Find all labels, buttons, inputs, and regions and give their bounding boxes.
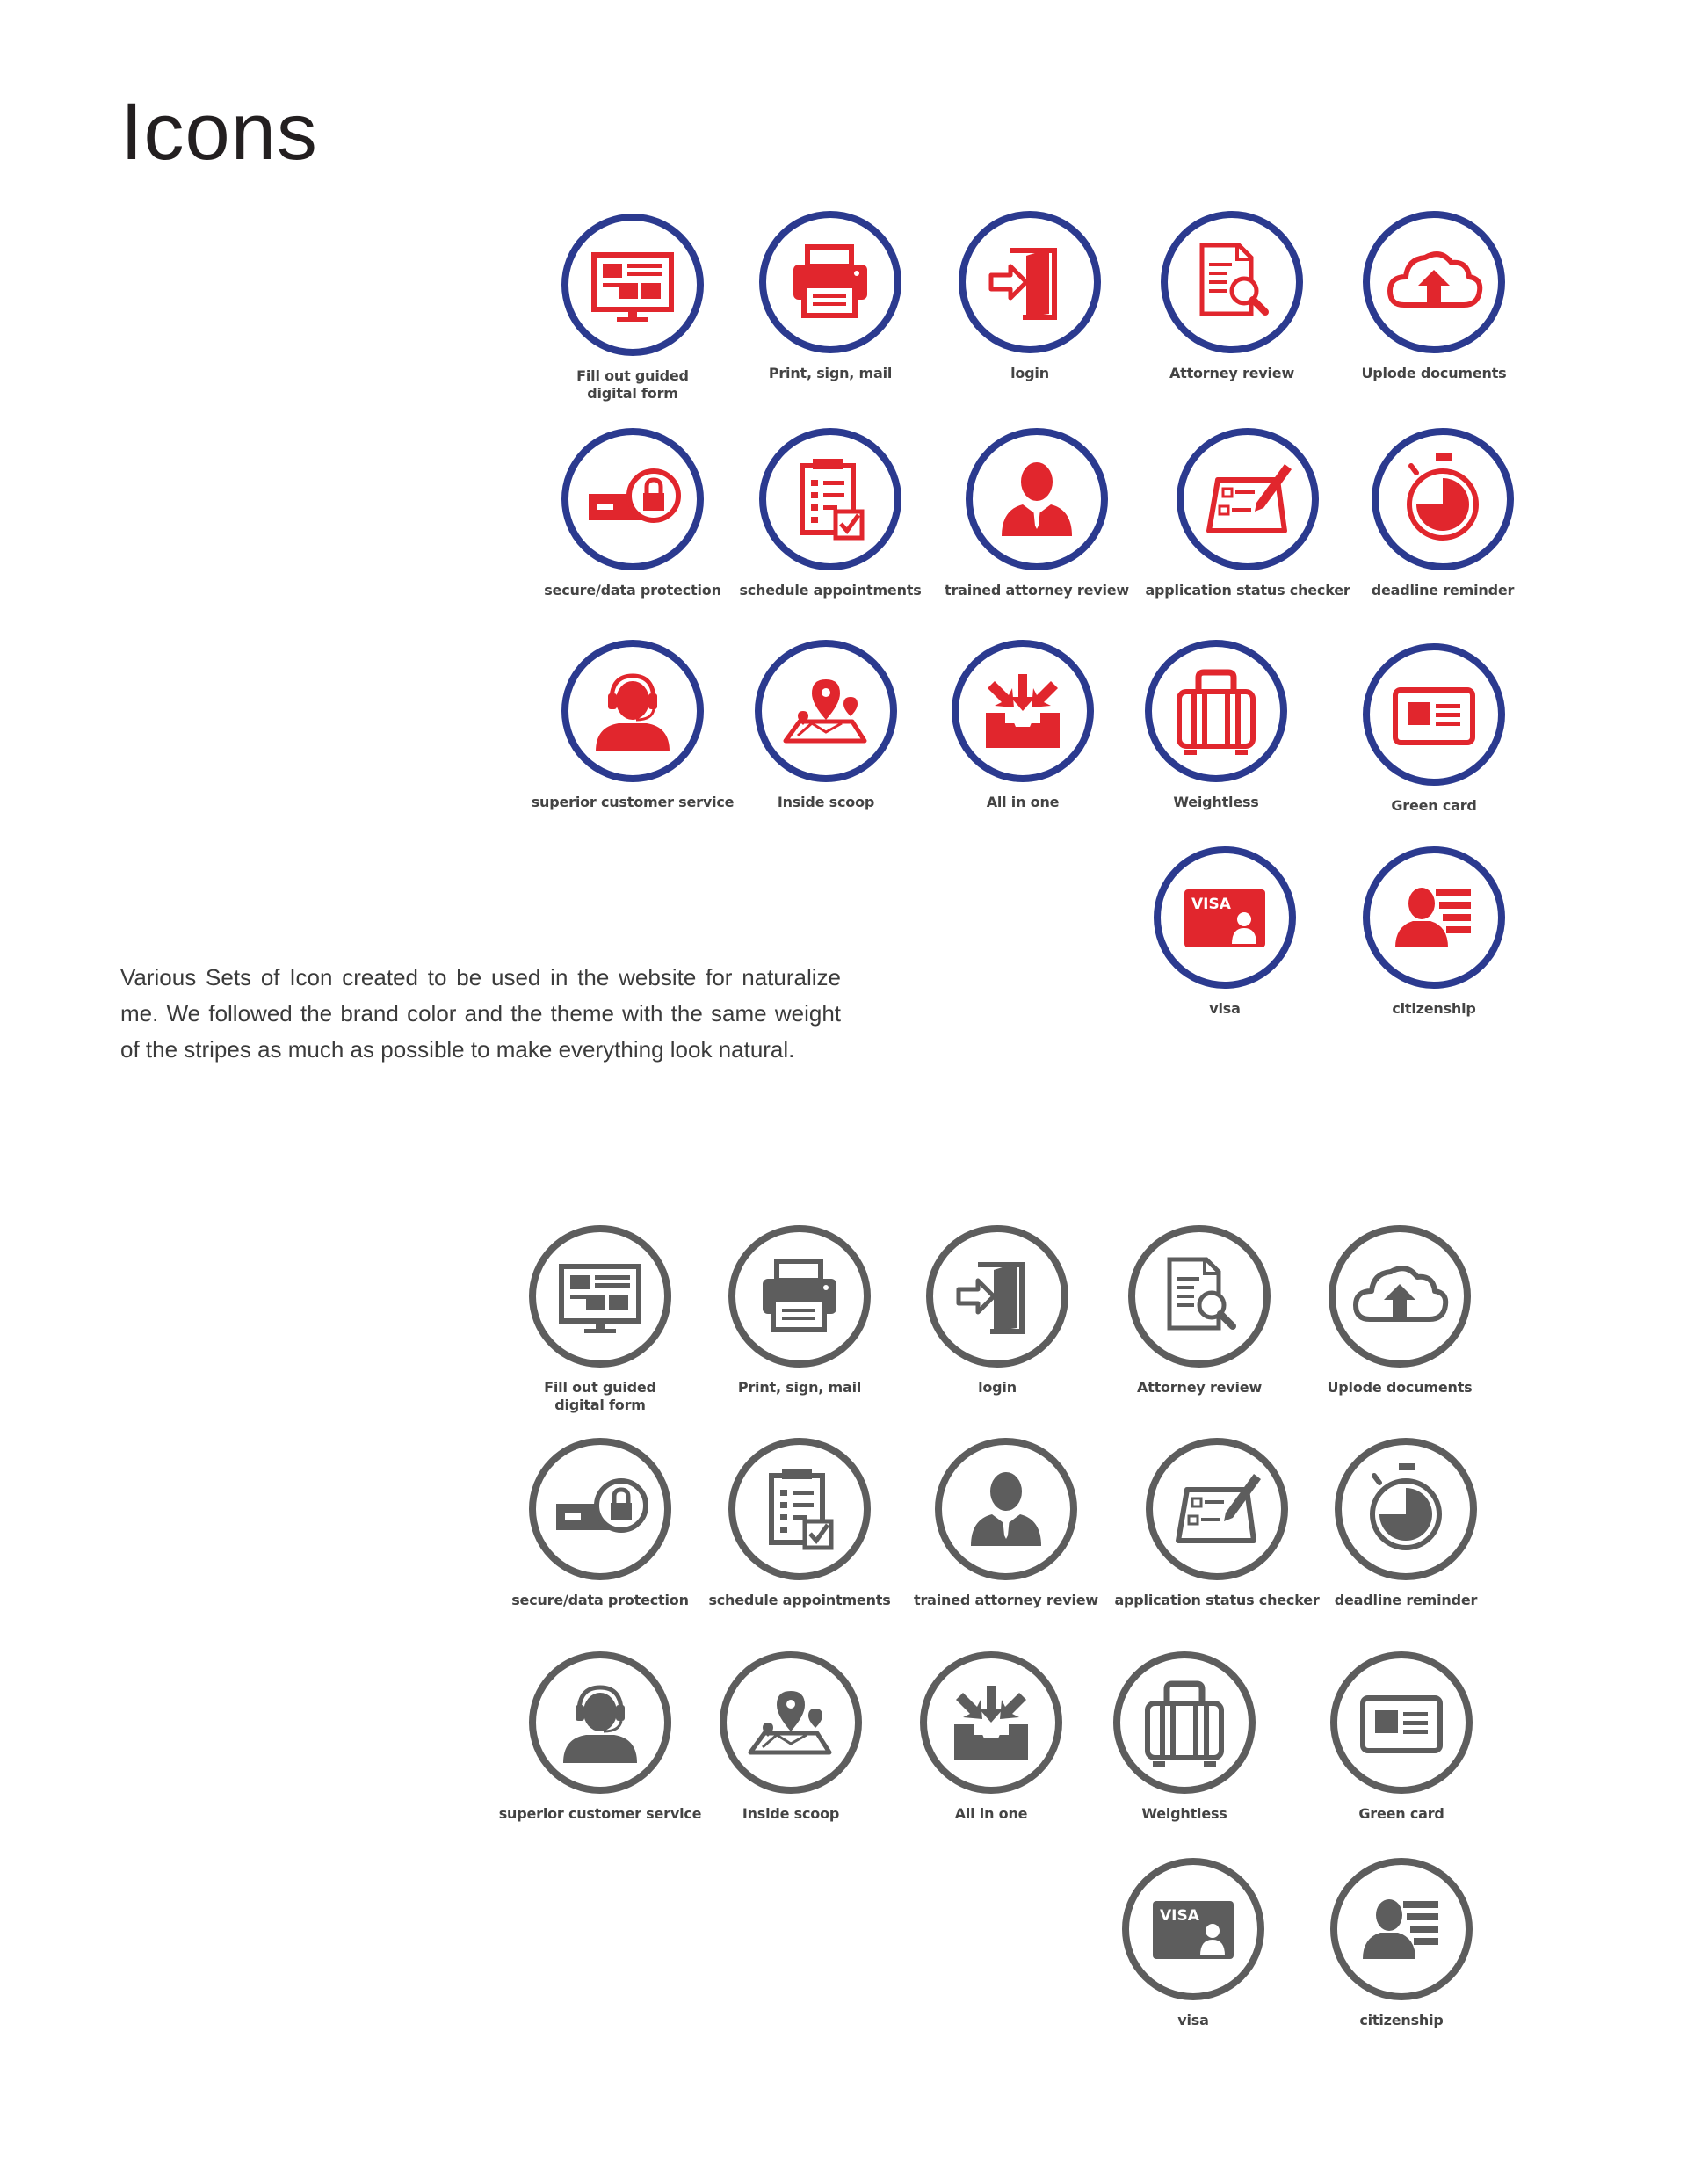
icon-item: deadline reminder [1372,428,1514,599]
icon-item: All in one [952,640,1094,810]
map-pins-icon [720,1651,862,1794]
login-door-icon [959,211,1101,353]
lock-key-icon [529,1438,671,1580]
icon-item: Inside scoop [755,640,897,810]
login-door-icon [926,1225,1068,1368]
icon-item: login [926,1225,1068,1396]
cloud-upload-icon [1363,211,1505,353]
icon-item: Attorney review [1128,1225,1271,1396]
icon-label: trained attorney review [914,1592,1098,1608]
lock-key-icon [561,428,704,570]
stopwatch-icon [1335,1438,1477,1580]
icon-label: secure/data protection [544,582,721,599]
suitcase-icon [1145,640,1287,782]
icon-label: Weightless [1141,1805,1227,1822]
icon-label: Fill out guided digital form [544,1379,656,1413]
headset-agent-icon [529,1651,671,1794]
attorney-person-icon [935,1438,1077,1580]
icon-item: VISA visa [1122,1858,1264,2028]
icon-label: deadline reminder [1334,1592,1478,1608]
cloud-upload-icon [1329,1225,1471,1368]
headset-agent-icon [561,640,704,782]
icon-item: deadline reminder [1335,1438,1477,1608]
icon-label: Print, sign, mail [768,365,893,381]
map-pins-icon [755,640,897,782]
checklist-icon [759,428,901,570]
icon-item: trained attorney review [945,428,1129,599]
icon-label: Green card [1391,797,1477,814]
icon-item: application status checker [1145,428,1350,599]
icon-label: citizenship [1392,1000,1476,1017]
id-card-icon [1330,1651,1473,1794]
icon-label: All in one [954,1805,1028,1822]
inbox-arrows-icon [952,640,1094,782]
icon-item: Fill out guided digital form [561,214,704,402]
visa-card-text: VISA [1191,896,1232,913]
icon-label: Attorney review [1169,365,1295,381]
suitcase-icon [1113,1651,1256,1794]
attorney-person-icon [966,428,1108,570]
printer-icon [728,1225,871,1368]
icon-item: application status checker [1114,1438,1320,1608]
icon-label: All in one [986,794,1060,810]
document-search-icon [1128,1225,1271,1368]
description-text: Various Sets of Icon created to be used … [120,964,841,1063]
icon-item: Uplode documents [1327,1225,1473,1396]
icon-label: superior customer service [531,794,735,810]
visa-card-icon: VISA [1122,1858,1264,2000]
checklist-icon [728,1438,871,1580]
icon-label: trained attorney review [945,582,1129,599]
icon-label: Attorney review [1136,1379,1263,1396]
icon-label: application status checker [1114,1592,1320,1608]
inbox-arrows-icon [920,1651,1062,1794]
application-check-icon [1146,1438,1288,1580]
icon-item: Uplode documents [1361,211,1507,381]
icon-label: Weightless [1173,794,1259,810]
document-search-icon [1161,211,1303,353]
icon-label: visa [1209,1000,1241,1017]
icon-label: deadline reminder [1371,582,1515,599]
icon-item: Print, sign, mail [759,211,901,381]
icon-item: Weightless [1145,640,1287,810]
icon-label: superior customer service [498,1805,702,1822]
icon-item: login [959,211,1101,381]
icon-item: schedule appointments [739,428,922,599]
icon-label: Inside scoop [777,794,875,810]
application-check-icon [1177,428,1319,570]
icon-item: Fill out guided digital form [529,1225,671,1413]
icon-label: secure/data protection [511,1592,689,1608]
icon-item: secure/data protection [511,1438,689,1608]
icon-label: Inside scoop [742,1805,840,1822]
icon-item: Attorney review [1161,211,1303,381]
icon-label: schedule appointments [708,1592,891,1608]
stopwatch-icon [1372,428,1514,570]
printer-icon [759,211,901,353]
monitor-form-icon [561,214,704,356]
icon-label: Fill out guided digital form [576,367,689,402]
icon-label: Print, sign, mail [737,1379,862,1396]
page-title: Icons [120,87,318,177]
icon-label: Uplode documents [1361,365,1507,381]
icon-item: citizenship [1330,1858,1473,2028]
icon-label: citizenship [1359,2012,1444,2028]
icon-label: visa [1177,2012,1209,2028]
id-card-icon [1363,643,1505,786]
icon-label: login [978,1379,1017,1396]
monitor-form-icon [529,1225,671,1368]
icon-label: application status checker [1145,582,1350,599]
visa-card-text: VISA [1160,1907,1200,1925]
visa-card-icon: VISA [1154,846,1296,989]
icon-item: superior customer service [532,640,734,810]
citizen-profile-icon [1330,1858,1473,2000]
citizen-profile-icon [1363,846,1505,989]
icon-label: Uplode documents [1327,1379,1473,1396]
icon-item: trained attorney review [914,1438,1098,1608]
icon-label: schedule appointments [739,582,922,599]
icon-label: Green card [1358,1805,1444,1822]
icon-item: secure/data protection [544,428,721,599]
icon-label: login [1010,365,1049,381]
